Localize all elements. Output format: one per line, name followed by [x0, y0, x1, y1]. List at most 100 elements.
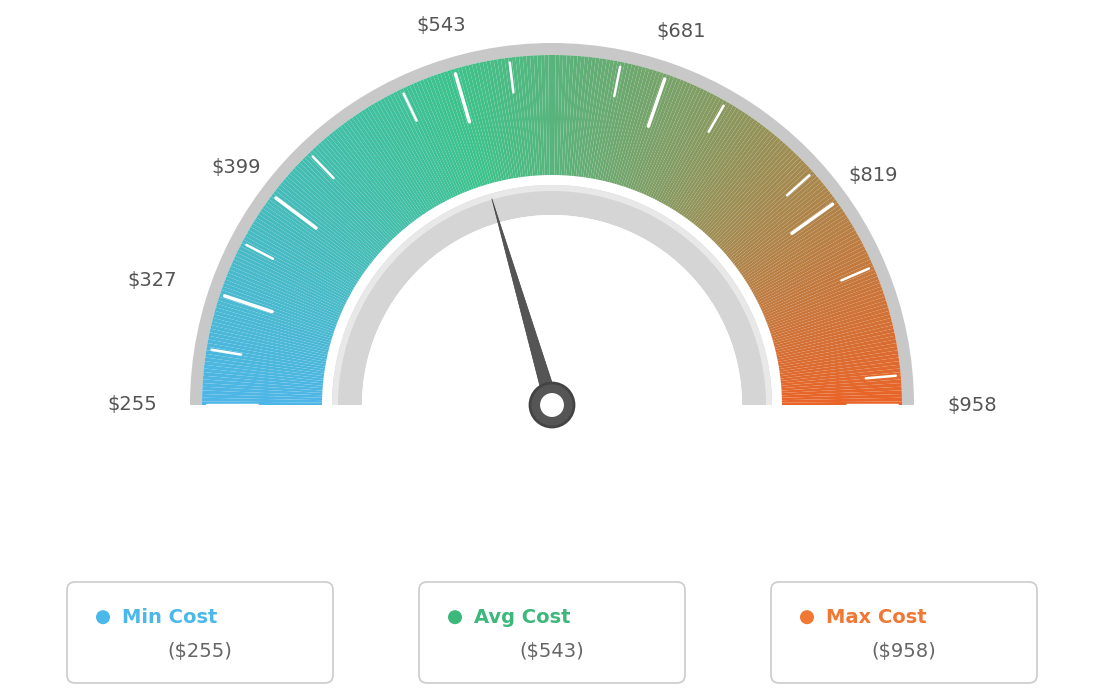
Wedge shape	[676, 110, 743, 212]
Text: Min Cost: Min Cost	[123, 608, 217, 627]
Wedge shape	[505, 58, 523, 177]
Wedge shape	[749, 224, 853, 288]
Wedge shape	[533, 55, 542, 175]
Wedge shape	[691, 126, 766, 224]
Wedge shape	[473, 63, 502, 181]
Wedge shape	[244, 237, 350, 296]
Wedge shape	[782, 380, 901, 391]
Text: ($543): ($543)	[520, 642, 584, 661]
FancyBboxPatch shape	[420, 582, 684, 683]
Wedge shape	[468, 64, 499, 181]
Wedge shape	[332, 185, 772, 405]
Wedge shape	[552, 55, 555, 175]
Wedge shape	[258, 211, 360, 279]
Wedge shape	[655, 92, 711, 200]
Wedge shape	[718, 163, 807, 248]
Wedge shape	[291, 168, 383, 251]
Wedge shape	[318, 142, 400, 234]
Wedge shape	[779, 354, 899, 374]
Wedge shape	[681, 115, 752, 216]
Wedge shape	[602, 63, 631, 181]
Wedge shape	[299, 160, 388, 246]
Wedge shape	[206, 343, 326, 366]
Wedge shape	[406, 86, 458, 196]
Wedge shape	[782, 383, 902, 393]
Wedge shape	[650, 88, 704, 198]
Wedge shape	[223, 283, 337, 327]
Wedge shape	[221, 290, 335, 332]
Wedge shape	[224, 279, 338, 325]
Text: $255: $255	[107, 395, 157, 415]
Wedge shape	[230, 266, 341, 316]
Wedge shape	[778, 343, 898, 366]
Wedge shape	[562, 55, 571, 175]
Wedge shape	[745, 215, 848, 282]
Wedge shape	[776, 325, 893, 355]
Wedge shape	[593, 61, 617, 179]
Wedge shape	[217, 297, 333, 336]
Wedge shape	[724, 174, 817, 255]
Wedge shape	[204, 361, 323, 379]
Wedge shape	[232, 259, 343, 311]
Wedge shape	[420, 79, 467, 192]
Wedge shape	[203, 368, 323, 384]
Wedge shape	[329, 133, 407, 228]
Wedge shape	[768, 286, 882, 329]
Wedge shape	[686, 119, 757, 219]
Wedge shape	[782, 397, 902, 402]
Wedge shape	[447, 70, 486, 186]
Wedge shape	[251, 224, 355, 288]
Wedge shape	[355, 113, 425, 215]
Wedge shape	[371, 104, 435, 208]
Wedge shape	[283, 179, 376, 258]
Wedge shape	[667, 102, 730, 207]
Wedge shape	[278, 185, 373, 262]
Wedge shape	[618, 70, 657, 186]
Wedge shape	[560, 55, 566, 175]
Wedge shape	[609, 66, 643, 183]
Wedge shape	[413, 82, 463, 194]
Wedge shape	[687, 122, 761, 220]
Wedge shape	[508, 57, 526, 177]
Wedge shape	[222, 286, 336, 329]
Wedge shape	[574, 57, 588, 176]
Wedge shape	[205, 351, 325, 371]
Wedge shape	[597, 62, 625, 180]
Wedge shape	[750, 227, 856, 290]
Circle shape	[96, 610, 110, 624]
Wedge shape	[633, 77, 678, 190]
Wedge shape	[732, 188, 829, 264]
Text: $327: $327	[128, 270, 178, 290]
Wedge shape	[362, 215, 742, 405]
Wedge shape	[761, 256, 870, 309]
Wedge shape	[213, 315, 330, 348]
Wedge shape	[315, 145, 399, 236]
Wedge shape	[530, 55, 540, 175]
Circle shape	[530, 383, 574, 427]
Wedge shape	[210, 328, 328, 357]
Wedge shape	[400, 88, 454, 198]
Bar	[187, 405, 917, 455]
Wedge shape	[227, 269, 340, 318]
Wedge shape	[782, 376, 901, 388]
Wedge shape	[212, 318, 329, 350]
Wedge shape	[214, 311, 330, 346]
Wedge shape	[599, 63, 628, 181]
Wedge shape	[269, 197, 368, 270]
Wedge shape	[614, 68, 649, 184]
Wedge shape	[700, 138, 781, 231]
Wedge shape	[235, 253, 344, 307]
Wedge shape	[714, 157, 803, 244]
Wedge shape	[437, 73, 479, 188]
Wedge shape	[332, 185, 772, 405]
Wedge shape	[595, 61, 622, 179]
Wedge shape	[723, 171, 815, 253]
Wedge shape	[465, 65, 497, 182]
Wedge shape	[583, 58, 603, 177]
Wedge shape	[204, 365, 323, 381]
Wedge shape	[652, 90, 708, 199]
Wedge shape	[773, 307, 889, 343]
Wedge shape	[216, 304, 332, 341]
Wedge shape	[694, 130, 773, 226]
Wedge shape	[739, 199, 837, 272]
